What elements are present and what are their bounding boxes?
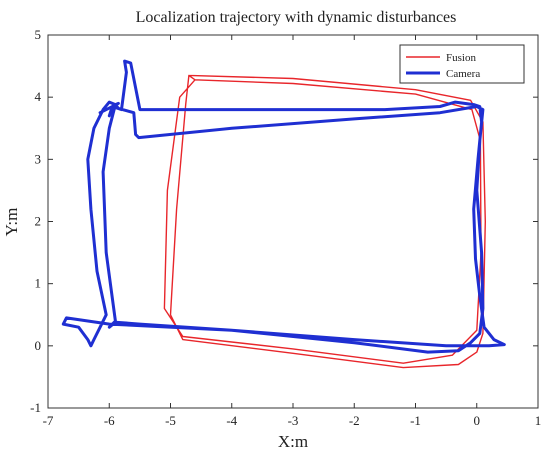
series-line-camera [61,59,506,354]
y-tick-label: 0 [35,338,42,353]
legend-label-fusion: Fusion [446,52,476,64]
x-axis-label: X:m [278,432,308,451]
legend-label-camera: Camera [446,68,480,80]
x-tick-label: -3 [288,413,299,428]
y-tick-label: 2 [35,214,42,229]
plot-area [47,34,539,409]
y-tick-label: 5 [35,27,42,42]
y-tick-label: -1 [30,400,41,415]
x-tick-label: 1 [535,413,542,428]
legend-box [399,44,525,84]
chart-title: Localization trajectory with dynamic dis… [136,9,457,26]
x-tick-label: -2 [349,413,360,428]
y-axis-label: Y:m [2,208,21,237]
legend: Fusion Camera [399,44,525,84]
x-tick-label: 0 [474,413,481,428]
series-line-fusion [163,74,486,369]
y-tick-label: 4 [35,89,42,104]
x-tick-label: -5 [165,413,176,428]
y-tick-label: 3 [35,151,42,166]
x-tick-label: -4 [226,413,237,428]
x-tick-label: -6 [104,413,115,428]
x-tick-label: -1 [410,413,421,428]
x-tick-label: -7 [43,413,54,428]
tick-layer: -7 -6 -5 -4 -3 -2 -1 0 1 -1 0 1 2 3 4 5 [30,27,541,428]
series-layer [61,59,506,369]
y-tick-label: 1 [35,276,42,291]
